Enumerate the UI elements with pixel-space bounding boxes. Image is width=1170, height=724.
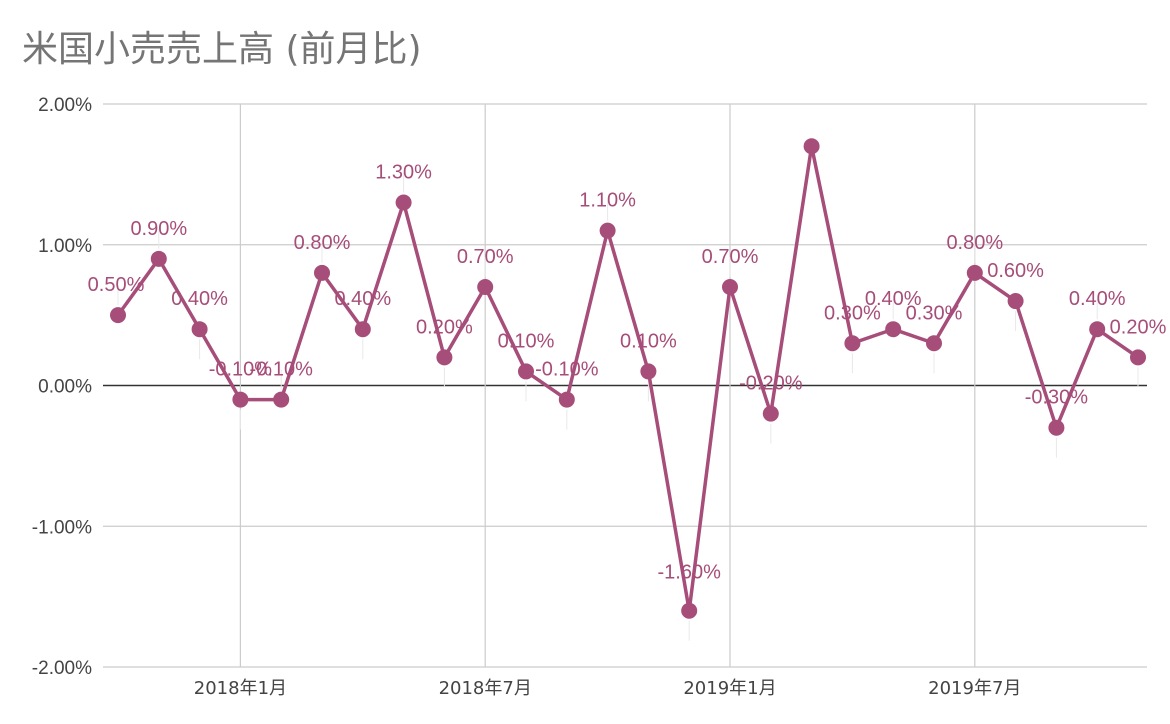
data-label: 1.10%: [579, 190, 636, 212]
data-point: [599, 222, 616, 239]
data-point: [314, 264, 330, 281]
data-point: [232, 391, 249, 408]
data-point: [722, 278, 738, 295]
data-label: -1.60%: [658, 562, 722, 584]
data-label: 0.30%: [906, 302, 963, 324]
y-tick-label: 2.00%: [38, 95, 92, 116]
data-point: [354, 321, 371, 338]
x-tick-label: 2018年7月: [439, 678, 532, 699]
data-label: 0.80%: [946, 232, 1003, 254]
data-point: [191, 321, 208, 338]
data-point: [762, 405, 779, 422]
data-label: 0.80%: [294, 232, 351, 254]
data-point: [1130, 349, 1146, 366]
data-point: [1007, 293, 1024, 310]
data-label: -0.10%: [250, 359, 314, 381]
data-label: -0.10%: [535, 359, 599, 381]
data-point: [395, 194, 412, 211]
data-point: [273, 391, 290, 408]
data-label: 0.20%: [1110, 316, 1167, 338]
data-labels: 0.50%0.90%0.40%-0.10%-0.10%0.80%0.40%1.3…: [88, 162, 1167, 584]
data-label: 0.40%: [171, 288, 228, 310]
data-point: [477, 278, 494, 295]
data-label: 0.30%: [824, 302, 881, 324]
data-point: [1048, 419, 1065, 436]
y-tick-label: 1.00%: [38, 236, 92, 257]
data-label: 0.20%: [416, 316, 473, 338]
data-point: [885, 321, 902, 338]
data-label: 0.10%: [620, 330, 677, 352]
chart-title: 米国小売売上高 (前月比): [22, 29, 422, 70]
data-point: [681, 602, 698, 619]
data-label: 0.10%: [498, 330, 555, 352]
data-label: -0.20%: [739, 373, 803, 395]
x-tick-label: 2018年1月: [194, 678, 287, 699]
data-label: 0.40%: [1069, 288, 1126, 310]
series: [110, 138, 1146, 641]
data-label: 0.50%: [88, 274, 145, 296]
data-point: [110, 307, 126, 324]
data-point: [844, 335, 861, 352]
x-axis-ticks: 2018年1月 2018年7月 2019年1月 2019年7月: [194, 678, 1022, 699]
data-label: 0.60%: [987, 260, 1044, 282]
data-point: [150, 250, 167, 267]
data-point: [436, 349, 453, 366]
data-label: 1.30%: [375, 162, 432, 184]
data-label: 0.40%: [865, 288, 922, 310]
y-tick-label: -2.00%: [32, 658, 92, 679]
data-label: 0.90%: [130, 218, 187, 240]
data-label: 0.70%: [702, 246, 759, 268]
data-label: 0.40%: [334, 288, 391, 310]
data-point: [966, 264, 983, 281]
y-tick-label: 0.00%: [38, 377, 92, 398]
gridlines: [103, 103, 1147, 668]
y-axis-ticks: 2.00% 1.00% 0.00% -1.00% -2.00%: [32, 95, 92, 679]
data-point: [518, 363, 534, 380]
data-point: [558, 391, 575, 408]
data-point: [803, 138, 820, 155]
data-point: [1089, 321, 1106, 338]
series-line: [116, 144, 1139, 613]
data-label: -0.10%: [209, 359, 273, 381]
data-label: -0.30%: [1025, 387, 1089, 409]
x-tick-label: 2019年1月: [683, 678, 776, 699]
data-point: [926, 335, 942, 352]
data-label: 0.70%: [457, 246, 514, 268]
x-tick-label: 2019年7月: [928, 678, 1021, 699]
y-tick-label: -1.00%: [32, 517, 92, 538]
data-point: [640, 363, 657, 380]
